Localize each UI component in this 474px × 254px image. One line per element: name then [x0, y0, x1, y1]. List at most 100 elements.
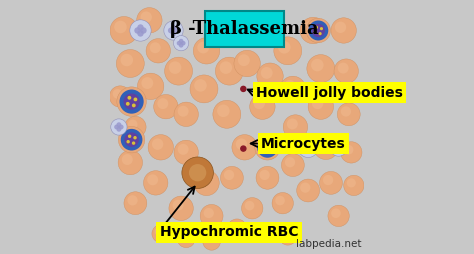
Circle shape	[228, 219, 246, 238]
Circle shape	[128, 195, 137, 205]
Circle shape	[164, 57, 192, 85]
Circle shape	[178, 144, 189, 155]
Circle shape	[318, 139, 328, 150]
Circle shape	[283, 115, 308, 139]
Circle shape	[190, 75, 218, 103]
Circle shape	[305, 147, 311, 153]
Circle shape	[194, 79, 207, 92]
Circle shape	[120, 54, 133, 66]
Circle shape	[213, 100, 241, 128]
Circle shape	[121, 129, 142, 151]
Circle shape	[252, 30, 257, 35]
Circle shape	[254, 225, 271, 243]
Circle shape	[119, 89, 144, 114]
Circle shape	[328, 205, 349, 227]
FancyBboxPatch shape	[205, 11, 284, 47]
Circle shape	[140, 27, 146, 34]
Circle shape	[274, 37, 302, 65]
Circle shape	[300, 182, 310, 193]
Circle shape	[232, 135, 257, 160]
Circle shape	[261, 67, 273, 79]
Circle shape	[173, 28, 179, 33]
Circle shape	[177, 230, 195, 248]
Circle shape	[128, 96, 131, 100]
Circle shape	[261, 22, 273, 33]
Circle shape	[169, 61, 182, 74]
Circle shape	[134, 98, 137, 101]
Circle shape	[180, 233, 188, 241]
Circle shape	[132, 104, 136, 107]
Circle shape	[157, 98, 168, 109]
Circle shape	[268, 149, 271, 152]
Circle shape	[306, 18, 330, 43]
Circle shape	[114, 124, 119, 130]
Circle shape	[335, 22, 346, 33]
Circle shape	[256, 228, 264, 235]
Circle shape	[255, 135, 280, 160]
Circle shape	[242, 198, 263, 219]
Circle shape	[241, 86, 246, 91]
Circle shape	[173, 36, 189, 51]
Circle shape	[137, 30, 144, 37]
Circle shape	[127, 140, 130, 144]
Circle shape	[331, 18, 356, 43]
Circle shape	[308, 21, 328, 40]
Circle shape	[333, 145, 339, 150]
Circle shape	[125, 116, 146, 138]
Circle shape	[137, 73, 164, 100]
Circle shape	[282, 154, 304, 177]
Circle shape	[169, 196, 193, 220]
Circle shape	[178, 106, 189, 117]
Circle shape	[189, 164, 206, 181]
Text: Hypochromic RBC: Hypochromic RBC	[160, 225, 298, 240]
Circle shape	[177, 41, 181, 45]
Circle shape	[320, 27, 323, 30]
Circle shape	[263, 148, 266, 151]
Circle shape	[238, 54, 250, 66]
Circle shape	[217, 104, 229, 117]
Circle shape	[250, 28, 255, 33]
Circle shape	[254, 98, 265, 109]
Circle shape	[308, 144, 314, 150]
Circle shape	[179, 43, 183, 47]
Circle shape	[128, 135, 131, 138]
Circle shape	[337, 62, 349, 74]
Circle shape	[144, 171, 168, 195]
Circle shape	[147, 174, 158, 185]
Circle shape	[224, 18, 250, 43]
Circle shape	[219, 61, 232, 74]
Circle shape	[171, 25, 176, 31]
Circle shape	[203, 232, 220, 250]
Circle shape	[118, 124, 124, 130]
Circle shape	[259, 170, 270, 180]
Circle shape	[307, 55, 335, 83]
Circle shape	[241, 146, 246, 151]
Circle shape	[279, 227, 297, 245]
Circle shape	[311, 24, 325, 37]
Circle shape	[154, 94, 178, 119]
Circle shape	[245, 201, 255, 210]
Circle shape	[280, 76, 306, 102]
Circle shape	[341, 142, 362, 163]
Circle shape	[179, 39, 183, 43]
Circle shape	[234, 50, 260, 77]
Circle shape	[346, 178, 356, 187]
Circle shape	[152, 225, 170, 243]
Circle shape	[304, 21, 316, 33]
Circle shape	[336, 142, 341, 148]
Circle shape	[114, 21, 127, 33]
Text: Microcytes: Microcytes	[261, 136, 346, 151]
Circle shape	[313, 31, 317, 34]
Circle shape	[174, 140, 199, 165]
Circle shape	[111, 119, 127, 135]
Circle shape	[134, 27, 141, 34]
Circle shape	[174, 102, 199, 126]
Circle shape	[197, 42, 209, 53]
Circle shape	[168, 28, 173, 33]
Circle shape	[319, 32, 322, 35]
Circle shape	[200, 204, 223, 227]
Text: β -Thalassemia: β -Thalassemia	[170, 20, 319, 38]
Circle shape	[331, 209, 341, 218]
Circle shape	[287, 118, 298, 130]
Circle shape	[220, 166, 243, 189]
